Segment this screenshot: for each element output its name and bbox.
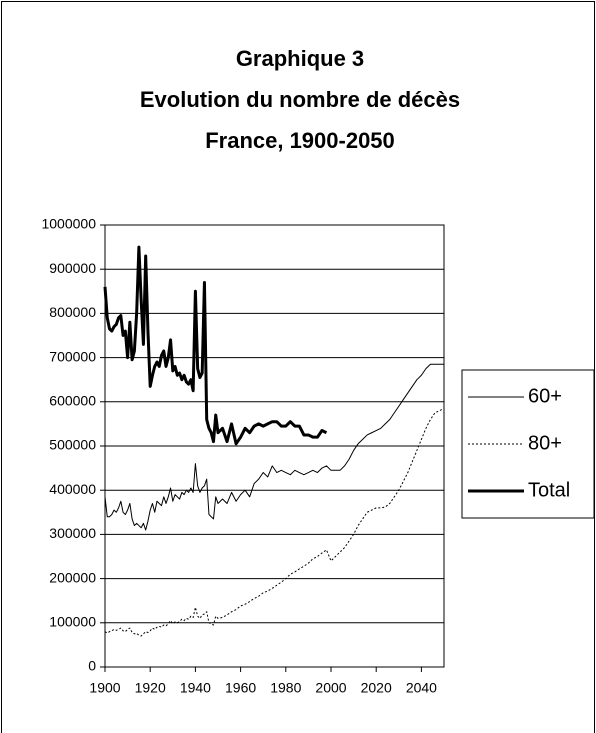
chart-title: France, 1900-2050 <box>205 128 395 153</box>
series-line <box>104 407 445 637</box>
x-tick-label: 2040 <box>406 680 437 696</box>
chart-title: Graphique 3 <box>236 46 364 71</box>
legend-label: 60+ <box>528 385 562 407</box>
y-tick-label: 200000 <box>49 569 96 585</box>
legend-label: Total <box>528 479 570 501</box>
y-tick-label: 500000 <box>49 437 96 453</box>
x-tick-label: 1960 <box>225 680 256 696</box>
chart-title: Evolution du nombre de décès <box>140 87 460 112</box>
y-tick-label: 1000000 <box>41 216 96 232</box>
x-tick-label: 1980 <box>270 680 301 696</box>
legend-label: 80+ <box>528 432 562 454</box>
x-tick-label: 1920 <box>135 680 166 696</box>
y-tick-label: 600000 <box>49 393 96 409</box>
y-tick-label: 0 <box>88 658 96 674</box>
plot-frame <box>104 224 445 668</box>
x-tick-label: 1940 <box>180 680 211 696</box>
x-tick-label: 2020 <box>361 680 392 696</box>
x-tick-label: 2000 <box>315 680 346 696</box>
y-tick-label: 700000 <box>49 348 96 364</box>
series-line <box>104 363 444 531</box>
y-tick-label: 800000 <box>49 304 96 320</box>
series-line <box>103 245 328 446</box>
y-tick-label: 100000 <box>49 614 96 630</box>
y-tick-label: 900000 <box>49 260 96 276</box>
x-tick-label: 1900 <box>89 680 120 696</box>
y-tick-label: 300000 <box>49 525 96 541</box>
y-tick-label: 400000 <box>49 481 96 497</box>
